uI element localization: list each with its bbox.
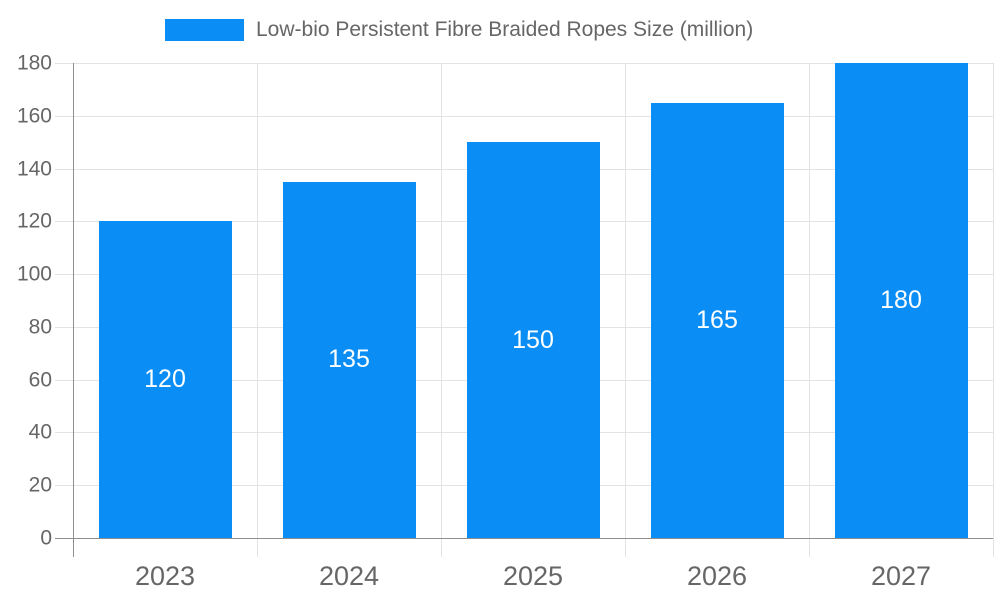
y-axis-label-60: 60 <box>28 368 52 392</box>
gridline-x-1 <box>257 63 258 538</box>
y-axis-label-120: 120 <box>16 209 52 233</box>
gridline-x-2 <box>441 63 442 538</box>
bar-value-label-2023: 120 <box>144 365 186 394</box>
x-axis-label-2024: 2024 <box>318 561 380 591</box>
bar-value-label-2025: 150 <box>512 325 554 354</box>
x-tick-1 <box>257 538 258 557</box>
bar-value-label-2027: 180 <box>880 286 922 314</box>
y-tick-140 <box>55 168 73 170</box>
y-axis-label-80: 80 <box>28 315 52 339</box>
x-tick-2 <box>441 538 442 557</box>
bar-2024[interactable]: 135 <box>282 181 416 538</box>
legend-item[interactable]: Low-bio Persistent Fibre Braided Ropes S… <box>165 18 754 41</box>
y-tick-180 <box>55 63 73 64</box>
gridline-x-4 <box>809 63 810 538</box>
x-axis-label-2025: 2025 <box>502 561 564 591</box>
bar-2023[interactable]: 120 <box>98 221 232 538</box>
x-tick-3 <box>625 538 626 557</box>
bar-2026[interactable]: 165 <box>650 102 784 538</box>
y-tick-20 <box>55 485 73 487</box>
gridline-x-5 <box>993 63 994 538</box>
y-axis-label-180: 180 <box>16 51 52 75</box>
y-axis-label-0: 0 <box>40 526 52 550</box>
plot-area: 120 135 150 165 180 <box>55 63 994 557</box>
y-tick-60 <box>55 379 73 381</box>
x-axis-label-2023: 2023 <box>134 561 196 591</box>
y-tick-80 <box>55 326 73 328</box>
y-axis-label-100: 100 <box>16 262 52 286</box>
y-tick-100 <box>55 274 73 276</box>
y-axis-label-140: 140 <box>16 157 52 181</box>
y-tick-40 <box>55 432 73 434</box>
x-tick-4 <box>809 538 810 557</box>
bar-2025[interactable]: 150 <box>466 142 600 538</box>
y-tick-120 <box>55 221 73 223</box>
y-axis-label-20: 20 <box>28 473 52 497</box>
y-axis-label-160: 160 <box>16 104 52 128</box>
gridline-x-3 <box>625 63 626 538</box>
x-axis-label-2027: 2027 <box>870 561 932 591</box>
x-tick-5 <box>993 538 994 557</box>
legend-label: Low-bio Persistent Fibre Braided Ropes S… <box>256 18 754 41</box>
x-axis-label-2026: 2026 <box>686 561 748 591</box>
bar-value-label-2026: 165 <box>696 305 738 334</box>
legend-swatch-icon <box>165 19 244 41</box>
y-tick-160 <box>55 115 73 117</box>
y-axis-line <box>73 63 74 557</box>
y-axis-label-40: 40 <box>28 420 52 444</box>
x-axis-line <box>55 538 993 539</box>
bar-2027[interactable]: 180 <box>834 63 968 538</box>
bar-value-label-2024: 135 <box>328 345 370 374</box>
